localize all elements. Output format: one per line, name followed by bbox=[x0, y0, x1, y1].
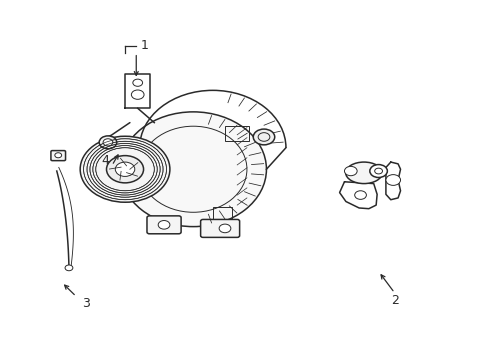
FancyBboxPatch shape bbox=[51, 150, 65, 161]
Text: 1: 1 bbox=[141, 39, 148, 52]
Circle shape bbox=[253, 129, 274, 145]
Circle shape bbox=[131, 90, 144, 99]
Circle shape bbox=[55, 153, 61, 158]
Circle shape bbox=[103, 139, 113, 146]
Circle shape bbox=[65, 265, 73, 271]
Circle shape bbox=[344, 166, 356, 176]
Text: 2: 2 bbox=[390, 294, 398, 307]
Circle shape bbox=[354, 191, 366, 199]
Circle shape bbox=[158, 221, 169, 229]
Text: 4: 4 bbox=[102, 154, 109, 167]
Text: 3: 3 bbox=[82, 297, 90, 310]
FancyBboxPatch shape bbox=[200, 220, 239, 237]
Circle shape bbox=[133, 79, 142, 86]
Ellipse shape bbox=[345, 162, 382, 184]
Circle shape bbox=[80, 136, 169, 202]
Circle shape bbox=[106, 156, 143, 183]
Circle shape bbox=[385, 175, 400, 185]
Circle shape bbox=[99, 136, 117, 149]
Circle shape bbox=[115, 162, 135, 176]
Ellipse shape bbox=[120, 112, 266, 226]
Circle shape bbox=[374, 168, 382, 174]
Circle shape bbox=[369, 165, 386, 177]
Circle shape bbox=[219, 224, 230, 233]
FancyBboxPatch shape bbox=[147, 216, 181, 234]
